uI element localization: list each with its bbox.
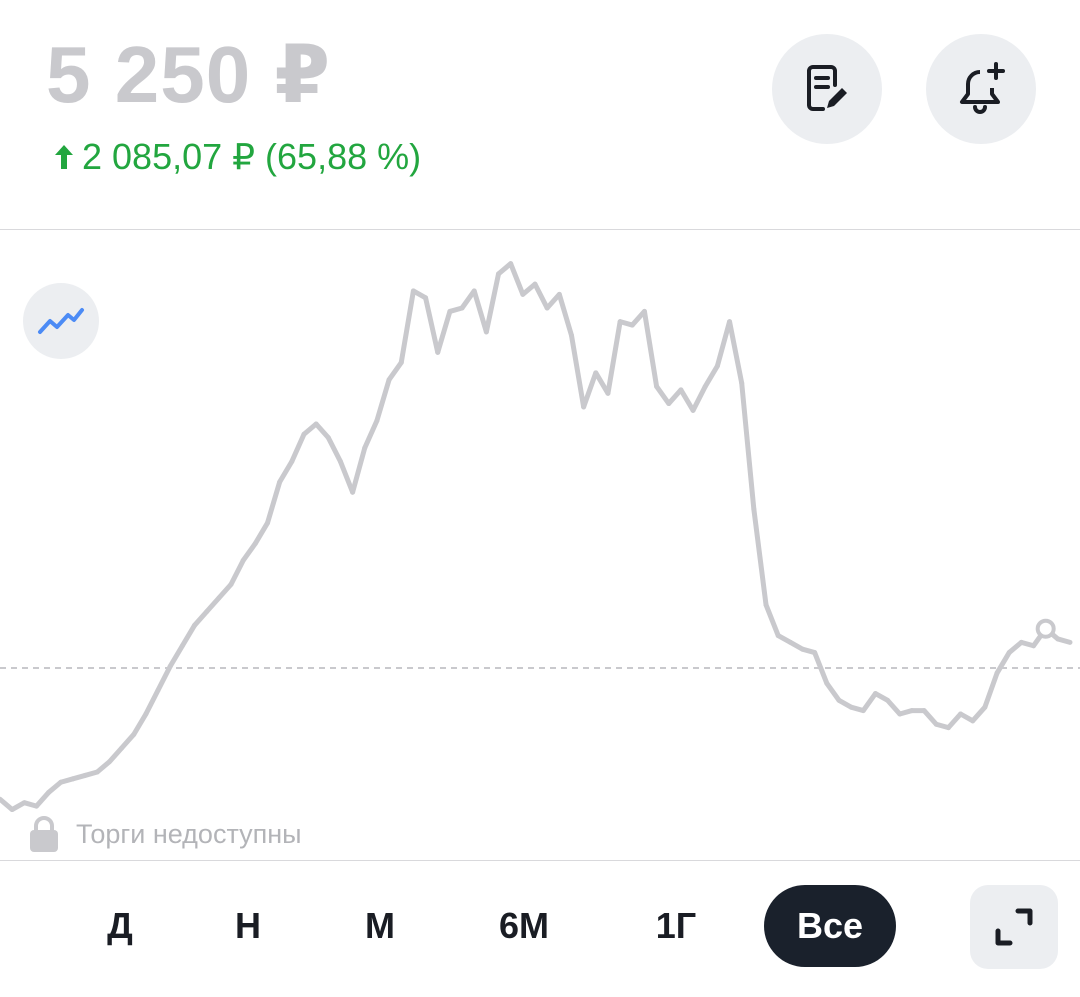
period-day[interactable]: Д (107, 905, 133, 946)
price-line-segment (337, 459, 356, 495)
period-selector: Д Н М 6М 1Г Все (0, 861, 1080, 997)
lock-icon (30, 816, 58, 852)
price-line-segment (313, 421, 331, 441)
price-line-segment (666, 387, 684, 407)
price-line-segment (970, 704, 988, 724)
price-line-segment (1055, 636, 1073, 645)
price-line-segment (435, 308, 453, 355)
period-week[interactable]: Н (235, 905, 261, 946)
price-line-segment (654, 383, 672, 407)
trading-status: Торги недоступны (28, 815, 302, 853)
price-line-segment (641, 308, 660, 389)
last-price-marker (1035, 618, 1056, 639)
price-line-segment (33, 789, 52, 809)
price-line-segment (945, 711, 964, 731)
price-line-segment (581, 370, 599, 410)
price-line-segment (483, 271, 502, 335)
price-line-segment (155, 663, 173, 693)
price-line-segment (678, 387, 696, 413)
price-line-segment (228, 557, 246, 587)
price-line-segment (192, 609, 210, 628)
price-chart[interactable]: Торги недоступны (0, 230, 1080, 860)
price-line-segment (544, 291, 562, 311)
price-line-segment (265, 479, 283, 526)
arrow-up-icon (55, 145, 73, 169)
expand-chart-button[interactable] (970, 885, 1058, 969)
price-line-segment (362, 418, 380, 451)
price-line-segment (374, 377, 392, 424)
price-line-segment (459, 288, 477, 311)
price-change: 2 085,07 ₽ (65,88 %) (52, 135, 421, 179)
price-chart-svg (0, 261, 1080, 813)
price-line-segment (350, 445, 368, 495)
price-line-segment (325, 435, 343, 465)
price-line-segment (240, 540, 258, 563)
price-line-segment (751, 506, 769, 608)
price-line-segment (885, 697, 903, 717)
price-line-segment (763, 602, 781, 639)
period-year[interactable]: 1Г (655, 905, 697, 946)
price-line-segment (301, 421, 319, 437)
note-edit-icon (807, 65, 847, 111)
chart-type-toggle[interactable] (23, 283, 99, 359)
price-line-segment (982, 670, 1000, 710)
price-line-segment (94, 759, 112, 775)
price-line-segment (496, 261, 514, 277)
price-line-segment (179, 622, 198, 649)
price-line-segment (1006, 639, 1024, 656)
quote-header: 5 250 ₽ 2 085,07 ₽ (65,88 %) (0, 0, 1080, 229)
notes-button[interactable] (772, 34, 882, 144)
price-line-segment (167, 643, 185, 669)
period-6-months[interactable]: 6М (498, 905, 549, 946)
price-line-segment (520, 281, 538, 297)
period-month[interactable]: М (365, 905, 395, 946)
header-divider (0, 229, 1080, 230)
price-line-segment (204, 595, 222, 615)
price-line-segment (289, 431, 307, 465)
price-line-segment (131, 711, 149, 737)
price-line-segment (471, 288, 489, 335)
price-line-segment (702, 363, 720, 389)
price-alert-button[interactable] (926, 34, 1036, 144)
price-line-segment (568, 332, 587, 410)
expand-icon (995, 908, 1033, 946)
price-line-segment (860, 691, 878, 714)
line-chart-icon (38, 308, 84, 334)
price-change-value: 2 085,07 ₽ (65,88 %) (82, 136, 422, 177)
price-line-segment (532, 281, 550, 311)
price-line-segment (119, 731, 137, 751)
price-line-segment (812, 650, 830, 686)
price-line-segment (386, 360, 404, 383)
price-line-segment (0, 796, 15, 813)
price-line-segment (423, 295, 441, 355)
period-all[interactable]: Все (764, 885, 896, 967)
trading-status-text: Торги недоступны (76, 818, 302, 849)
price-line-segment (556, 291, 574, 338)
price-line-segment (216, 581, 234, 601)
price-line-segment (727, 319, 745, 386)
price-line-segment (824, 680, 842, 703)
price-line-segment (508, 261, 526, 297)
price-line-segment (739, 380, 757, 512)
price-line-segment (994, 650, 1012, 676)
price-line-segment (106, 745, 125, 765)
current-price: 5 250 ₽ (46, 30, 332, 119)
price-line-segment (690, 383, 708, 413)
price-line-segment (277, 459, 295, 485)
price-line-segment (46, 779, 64, 795)
price-line-segment (921, 708, 939, 727)
chart-divider (0, 860, 1080, 861)
price-line-segment (714, 319, 733, 369)
bell-plus-icon (960, 62, 1005, 114)
price-line-segment (398, 288, 416, 366)
price-line-segment (593, 370, 611, 396)
price-line-segment (605, 319, 623, 396)
price-line-segment (143, 687, 161, 717)
price-line-segment (252, 520, 270, 546)
